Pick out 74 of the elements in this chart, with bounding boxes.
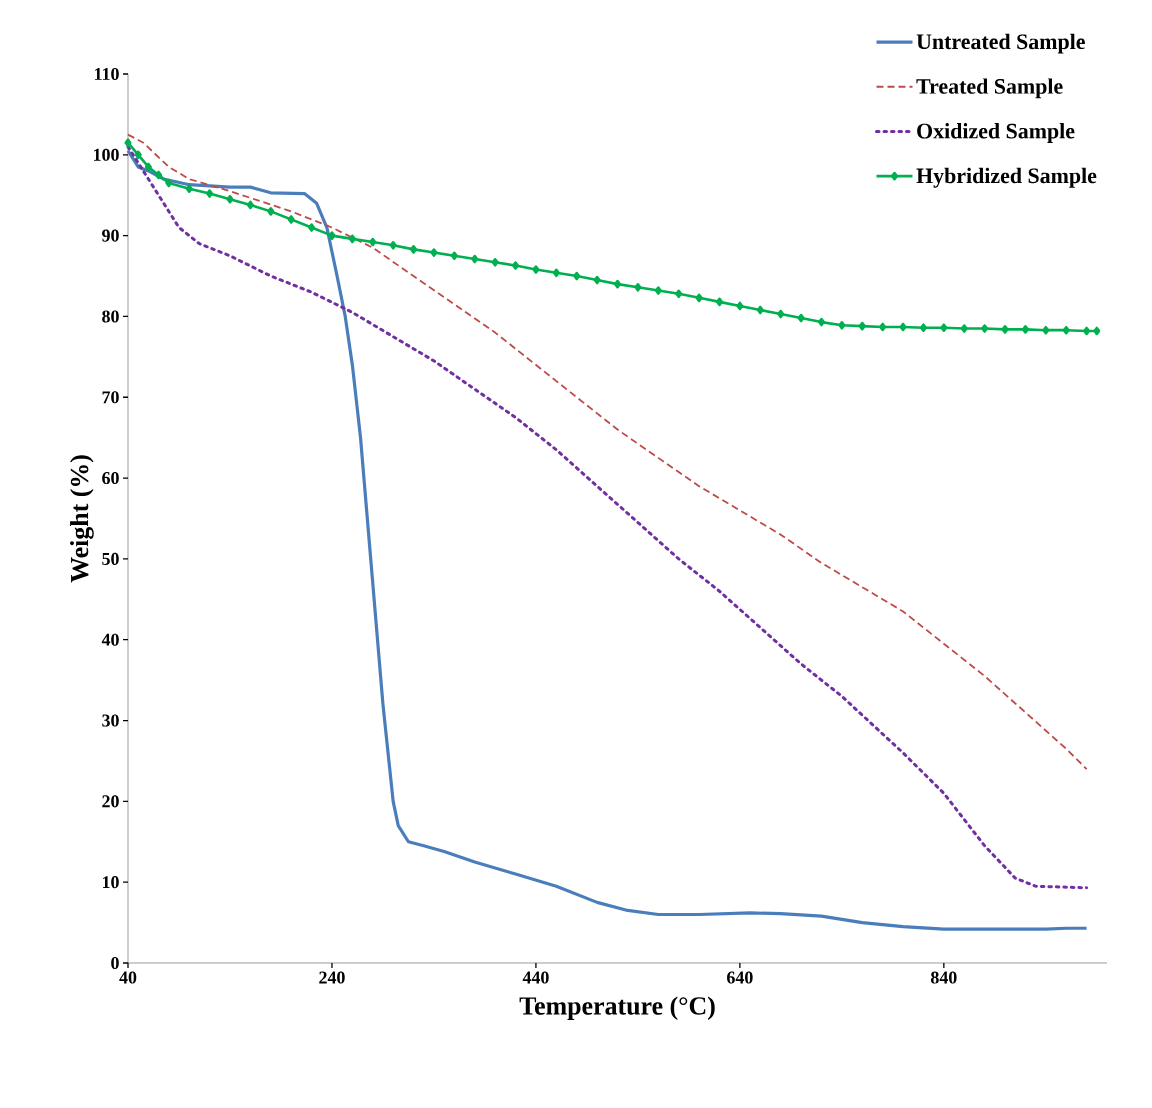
- point: [450, 251, 458, 261]
- point: [471, 254, 479, 264]
- point: [715, 297, 724, 307]
- point: [940, 323, 948, 333]
- point: [226, 194, 234, 204]
- point: [206, 189, 214, 198]
- point: [879, 322, 887, 332]
- point: [511, 261, 520, 270]
- point: [817, 317, 826, 327]
- point: [552, 268, 560, 278]
- x-tick-label: 40: [119, 971, 137, 984]
- point: [369, 237, 377, 247]
- point: [573, 271, 581, 281]
- x-tick-label: 240: [319, 971, 345, 984]
- point: [960, 324, 968, 333]
- point: [1093, 326, 1101, 336]
- y-tick-label: 40: [101, 633, 119, 646]
- point: [756, 305, 764, 315]
- y-tick-label: 0: [111, 956, 119, 970]
- point: [134, 150, 142, 160]
- point: [287, 215, 295, 224]
- point: [919, 323, 927, 333]
- y-tick-label: 10: [102, 876, 119, 889]
- point: [1042, 325, 1050, 335]
- point: [1021, 325, 1029, 334]
- x-tick-label: 440: [522, 971, 549, 984]
- point: [858, 321, 866, 331]
- point: [777, 309, 785, 319]
- point: [1001, 325, 1009, 334]
- point: [634, 283, 642, 292]
- y-tick-label: 60: [102, 472, 119, 485]
- y-tick-label: 90: [102, 229, 119, 242]
- point: [613, 279, 622, 289]
- point: [165, 178, 173, 188]
- point: [144, 162, 152, 172]
- point: [246, 200, 254, 210]
- x-tick-label: 640: [727, 971, 753, 984]
- point: [328, 231, 336, 240]
- point: [267, 207, 275, 216]
- point: [838, 321, 846, 330]
- point: [124, 138, 132, 147]
- point: [155, 170, 163, 180]
- point: [593, 275, 601, 285]
- y-tick-label: 110: [95, 67, 119, 81]
- point: [185, 184, 193, 194]
- x-tick-label: 840: [930, 971, 957, 984]
- y-axis-title: Weight (%): [70, 455, 94, 583]
- point: [675, 289, 683, 299]
- point: [899, 322, 907, 332]
- point: [491, 257, 499, 267]
- point: [1062, 325, 1070, 335]
- point: [797, 313, 805, 323]
- y-tick-label: 100: [94, 148, 119, 161]
- y-tick-label: 70: [102, 391, 119, 404]
- point: [430, 248, 438, 257]
- y-tick-label: 30: [102, 714, 119, 727]
- legend-label: Treated Sample: [916, 78, 1063, 99]
- point: [981, 324, 989, 333]
- legend-label: Hybridized Sample: [916, 167, 1097, 188]
- point: [736, 301, 744, 311]
- y-tick-label: 50: [102, 552, 119, 565]
- point: [695, 293, 703, 303]
- legend-label: Oxidized Sample: [917, 123, 1075, 143]
- legend-label: Untreated Sample: [916, 33, 1085, 54]
- point: [308, 223, 316, 232]
- point: [1083, 326, 1091, 336]
- y-tick-label: 80: [102, 310, 119, 323]
- y-tick-label: 20: [102, 795, 119, 808]
- point: [410, 245, 418, 254]
- point: [348, 234, 356, 244]
- point: [532, 265, 540, 274]
- point: [654, 286, 662, 295]
- point: [389, 241, 397, 250]
- x-axis-title: Temperature (°C): [519, 996, 715, 1020]
